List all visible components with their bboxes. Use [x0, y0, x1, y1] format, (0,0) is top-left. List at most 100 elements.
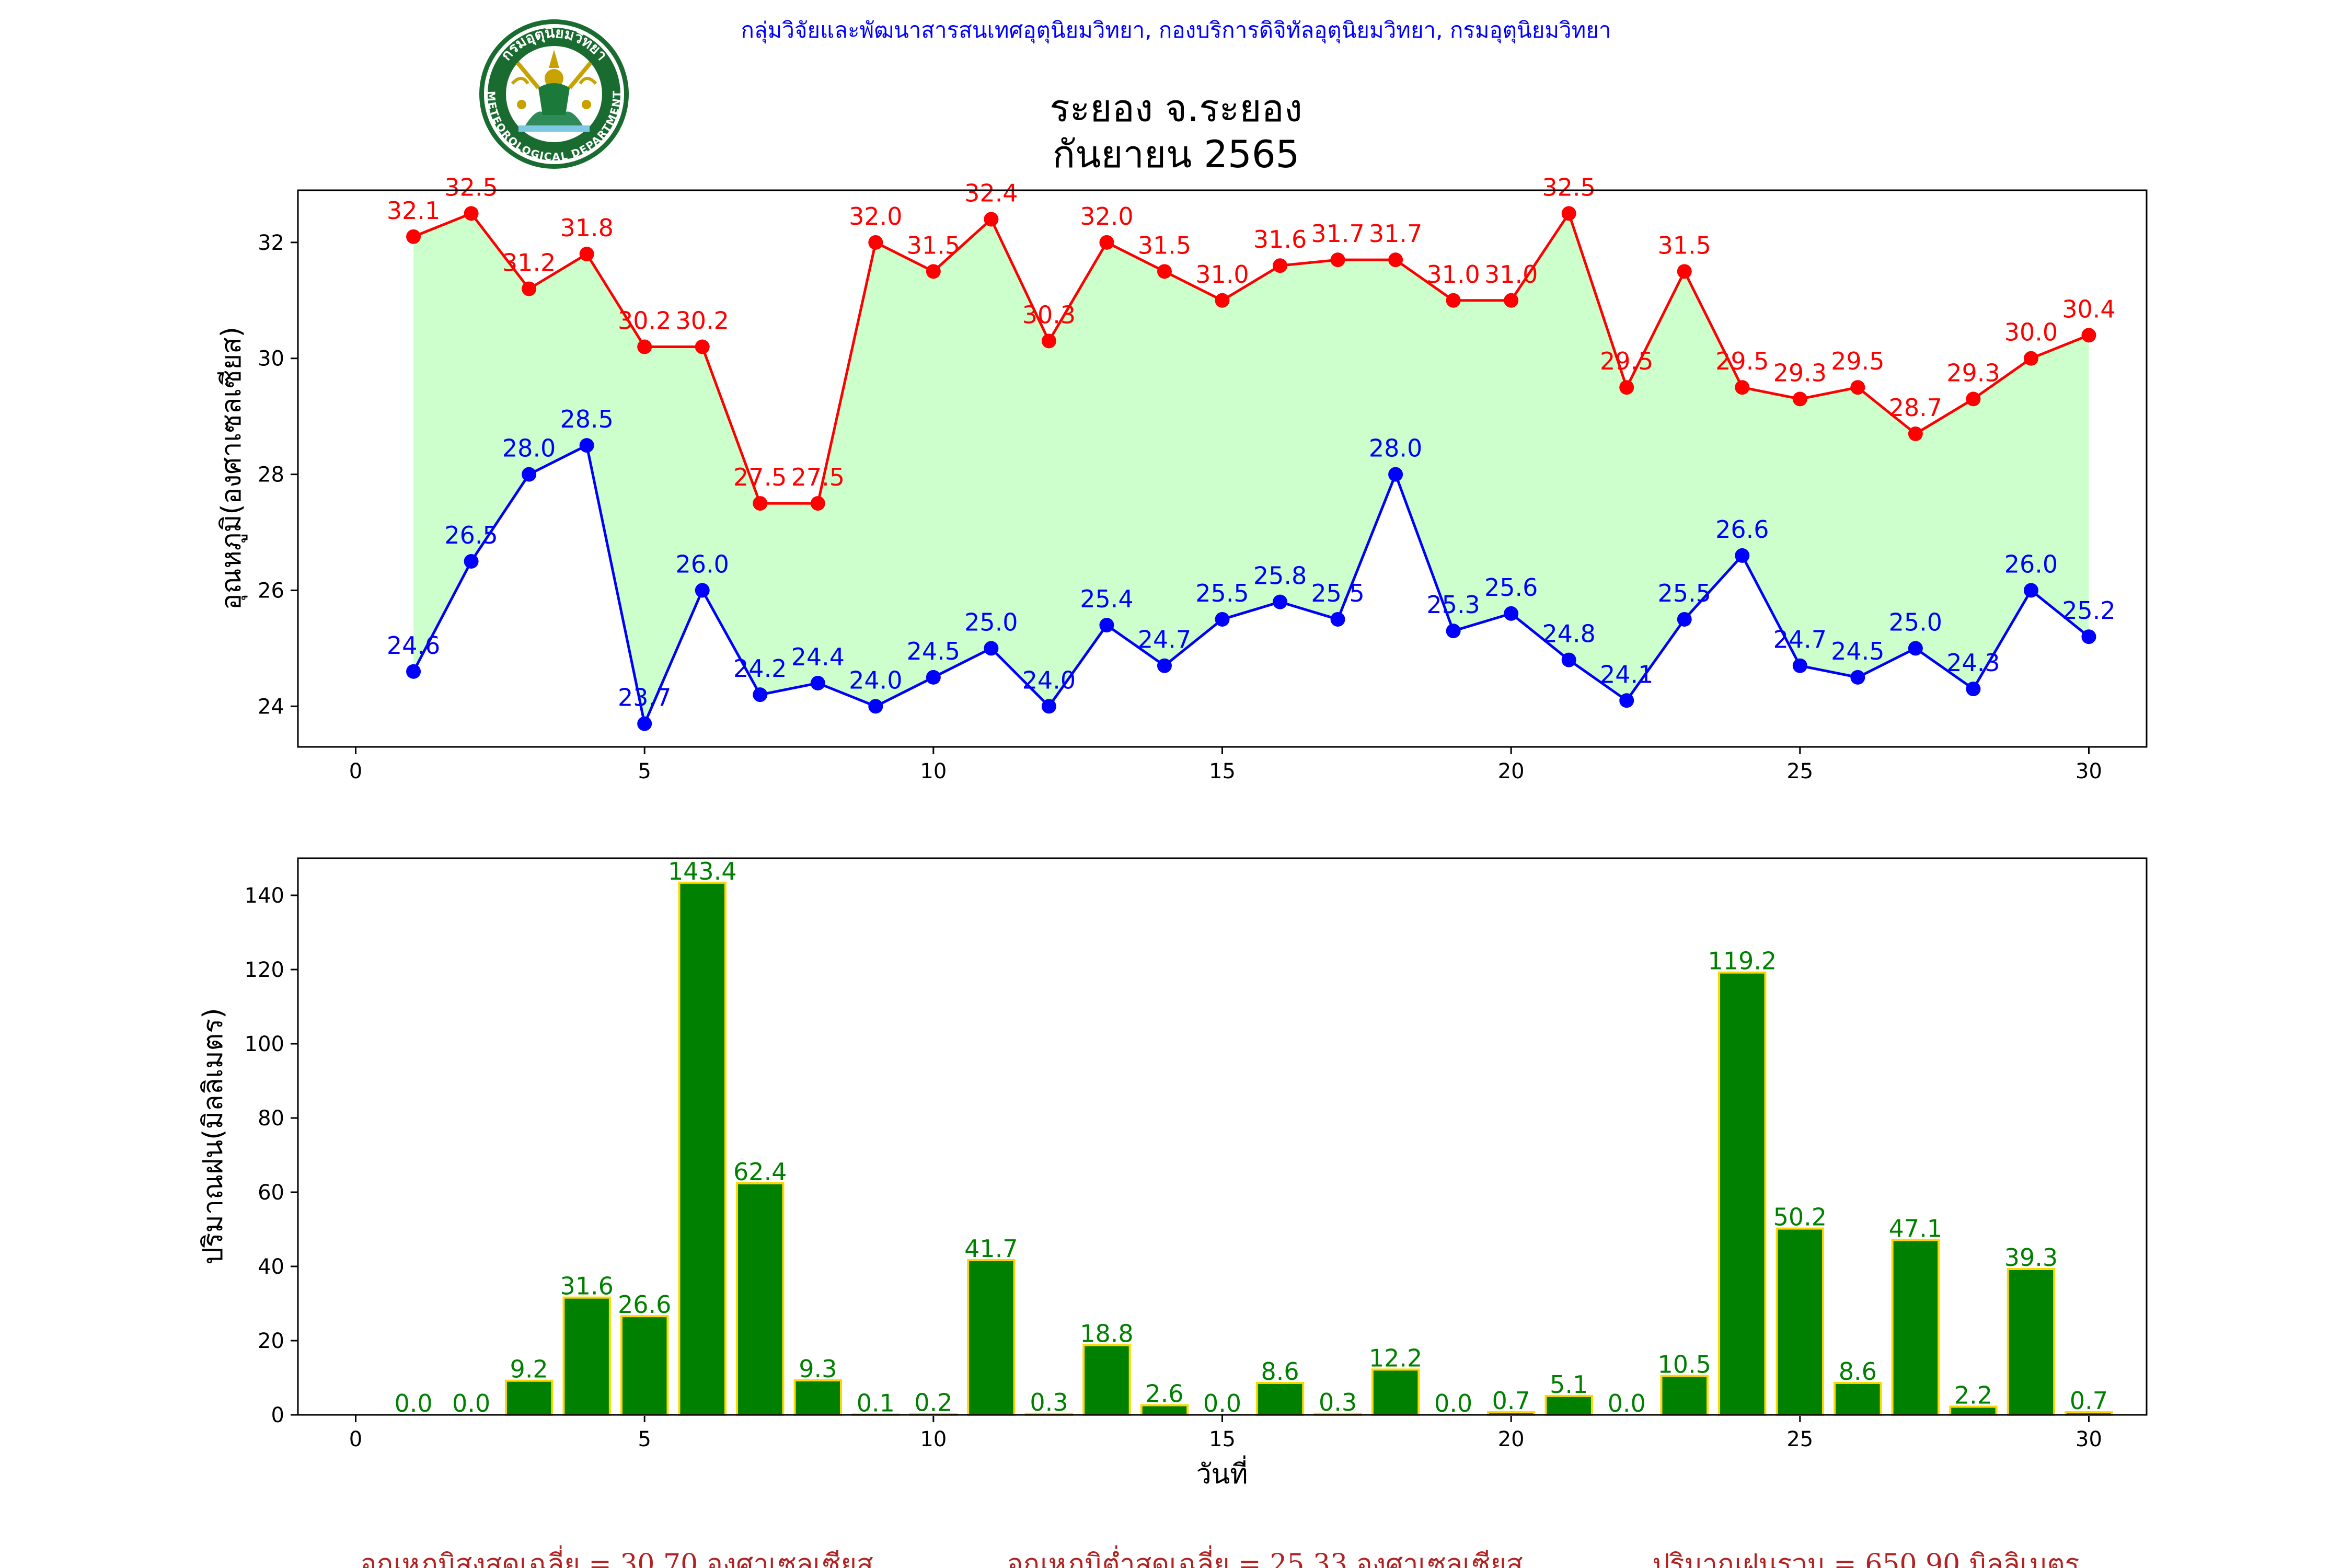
temperature-range-fill	[413, 213, 2089, 724]
rainfall-data-label: 0.0	[452, 1389, 490, 1417]
rainfall-y-axis-label: ปริมาณฝน(มิลลิเมตร)	[198, 1008, 229, 1264]
max-temperature-point	[2081, 328, 2096, 343]
min-temperature-point	[1504, 606, 1519, 621]
max-temperature-data-label: 30.4	[2062, 295, 2115, 323]
min-temperature-point	[1561, 652, 1576, 667]
rainfall-bar	[1775, 1227, 1825, 1416]
max-temperature-data-label: 29.5	[1831, 347, 1884, 375]
min-temperature-point	[1677, 612, 1692, 627]
max-temperature-point	[1561, 206, 1576, 221]
min-temperature-data-label: 26.5	[444, 521, 498, 549]
max-temperature-point	[464, 206, 479, 221]
max-temperature-point	[1735, 380, 1750, 395]
max-temperature-data-label: 27.5	[733, 463, 787, 491]
max-temperature-point	[695, 339, 710, 354]
min-temperature-data-label: 25.5	[1658, 579, 1711, 607]
temperature-y-axis-label: อุณหภูมิ(องศาเซลเซียส)	[216, 327, 248, 610]
y-tick-label: 24	[258, 695, 284, 719]
x-tick-label: 25	[1786, 759, 1813, 783]
rainfall-data-label: 0.0	[394, 1389, 432, 1417]
rainfall-data-label: 0.0	[1608, 1389, 1646, 1417]
min-temperature-point	[1908, 641, 1923, 656]
max-temperature-point	[1504, 293, 1519, 308]
max-temperature-point	[1850, 380, 1865, 395]
x-tick-label: 15	[1209, 759, 1236, 783]
min-temperature-point	[2081, 629, 2096, 644]
max-temperature-point	[579, 247, 594, 262]
min-temperature-data-label: 24.7	[1138, 626, 1191, 654]
min-temperature-point	[1792, 658, 1807, 673]
rainfall-data-label: 0.1	[857, 1389, 895, 1417]
min-temperature-point	[464, 554, 479, 569]
min-temperature-data-label: 25.5	[1195, 579, 1249, 607]
max-temperature-data-label: 31.5	[1138, 231, 1191, 259]
rainfall-data-label: 143.4	[668, 857, 737, 885]
min-temperature-data-label: 25.8	[1253, 562, 1307, 590]
min-temperature-data-label: 24.7	[1773, 626, 1827, 654]
rainfall-data-label: 10.5	[1658, 1350, 1711, 1378]
y-tick-label: 140	[245, 884, 284, 908]
rainfall-data-label: 9.2	[510, 1355, 548, 1383]
y-tick-label: 30	[258, 347, 284, 371]
rainfall-data-label: 0.2	[914, 1389, 952, 1417]
rainfall-data-label: 0.7	[2070, 1387, 2108, 1415]
min-temperature-point	[810, 675, 825, 690]
rainfall-bar	[1660, 1375, 1709, 1416]
max-temperature-data-label: 32.4	[964, 179, 1018, 207]
max-temperature-point	[926, 264, 941, 279]
min-temperature-data-label: 24.8	[1542, 620, 1595, 648]
min-temperature-data-label: 26.6	[1715, 515, 1769, 544]
min-temperature-data-label: 24.0	[849, 666, 902, 694]
max-temperature-point	[406, 229, 421, 244]
rainfall-bar	[504, 1379, 554, 1416]
rainfall-bar	[2007, 1267, 2056, 1416]
rainfall-data-label: 39.3	[2004, 1243, 2058, 1272]
min-temperature-point	[1157, 658, 1172, 673]
temperature-chart: 0 5 10 15 20 25 30242628303232.132.531.231.830…	[216, 173, 2148, 783]
max-temperature-point	[2023, 351, 2038, 366]
max-temperature-point	[984, 212, 999, 227]
rainfall-data-label: 50.2	[1773, 1203, 1827, 1231]
min-temperature-point	[637, 716, 652, 731]
min-temperature-point	[1041, 699, 1056, 714]
min-temperature-point	[753, 687, 768, 702]
max-temperature-data-label: 32.1	[387, 197, 440, 225]
rainfall-data-label: 2.6	[1145, 1380, 1183, 1408]
x-tick-label: 10	[920, 759, 947, 783]
min-temperature-point	[1330, 612, 1345, 627]
max-temperature-data-label: 30.2	[676, 307, 729, 335]
max-temperature-data-label: 31.8	[560, 214, 613, 242]
x-tick-label: 20	[1498, 1427, 1525, 1451]
min-temperature-data-label: 24.5	[1831, 637, 1884, 665]
x-tick-label: 30	[2076, 759, 2102, 783]
max-temperature-data-label: 31.7	[1311, 220, 1364, 248]
max-temperature-data-label: 32.5	[1542, 173, 1595, 201]
min-temperature-data-label: 25.3	[1426, 591, 1480, 619]
max-temperature-point	[522, 281, 537, 296]
max-temperature-point	[1619, 380, 1634, 395]
max-temperature-data-label: 31.0	[1484, 260, 1538, 289]
temperature-axes-frame	[297, 189, 2148, 748]
max-temperature-data-label: 31.5	[1658, 231, 1711, 259]
max-temperature-point	[1388, 252, 1403, 268]
rainfall-data-label: 5.1	[1550, 1370, 1588, 1399]
rainfall-bar	[736, 1182, 785, 1416]
min-temperature-data-label: 26.0	[2004, 550, 2058, 578]
max-temperature-data-label: 30.2	[618, 307, 671, 335]
rainfall-bar	[1371, 1368, 1420, 1416]
max-temperature-data-label: 29.5	[1715, 347, 1769, 375]
rainfall-bar	[1718, 971, 1767, 1416]
min-temperature-point	[522, 467, 537, 482]
x-tick-label: 0	[349, 759, 362, 783]
min-temperature-point	[984, 641, 999, 656]
min-temperature-point	[1619, 693, 1634, 708]
min-temperature-data-label: 24.6	[387, 631, 440, 660]
rainfall-data-label: 41.7	[964, 1235, 1018, 1263]
max-temperature-point	[637, 339, 652, 354]
y-tick-label: 40	[258, 1255, 284, 1279]
min-temperature-point	[1215, 612, 1230, 627]
min-temperature-point	[1099, 618, 1114, 633]
max-temperature-data-label: 28.7	[1889, 394, 1942, 422]
min-temperature-data-label: 28.0	[1369, 434, 1422, 463]
